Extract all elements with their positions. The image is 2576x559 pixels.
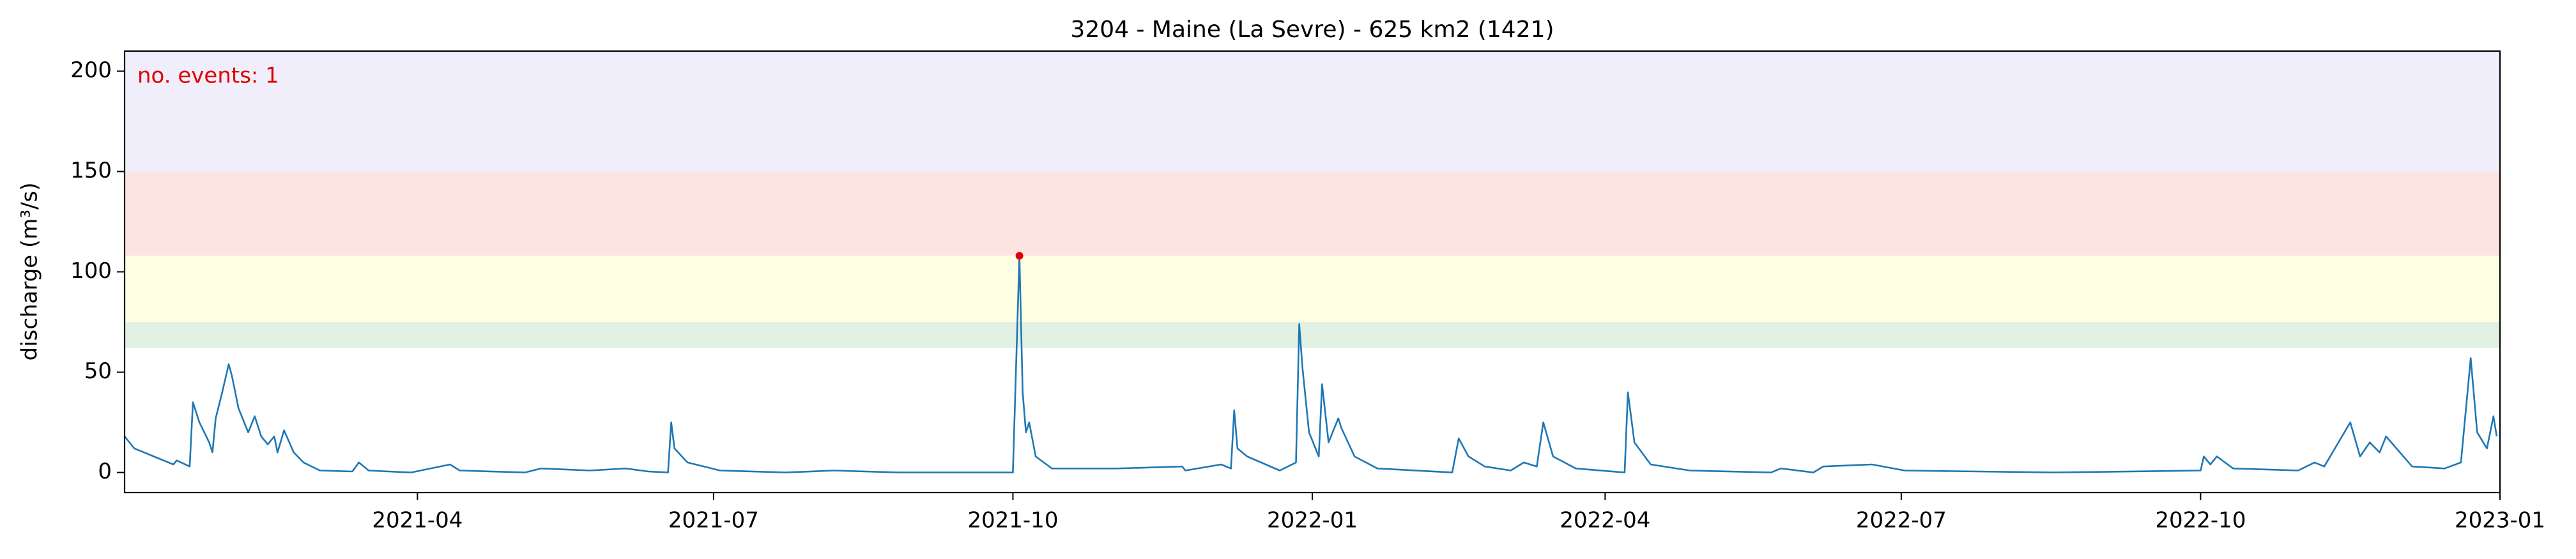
threshold-band <box>125 171 2500 256</box>
x-tick-label: 2021-10 <box>967 508 1058 533</box>
threshold-band <box>125 51 2500 172</box>
event-point <box>1015 252 1023 260</box>
x-tick-label: 2022-04 <box>1560 508 1650 533</box>
chart-title: 3204 - Maine (La Sevre) - 625 km2 (1421) <box>1070 17 1554 43</box>
x-tick-label: 2022-07 <box>1856 508 1947 533</box>
x-tick-label: 2021-04 <box>372 508 463 533</box>
y-tick-label: 200 <box>70 57 112 83</box>
x-tick-label: 2022-01 <box>1267 508 1358 533</box>
y-axis-label: discharge (m³/s) <box>17 183 43 361</box>
threshold-band <box>125 322 2500 348</box>
events-annotation: no. events: 1 <box>137 63 279 89</box>
y-tick-label: 50 <box>84 358 112 384</box>
threshold-band <box>125 256 2500 323</box>
plot-frame <box>123 50 2501 494</box>
discharge-line <box>123 255 2498 473</box>
y-tick-label: 100 <box>70 258 112 284</box>
x-tick-label: 2022-10 <box>2155 508 2246 533</box>
y-tick-label: 150 <box>70 158 112 183</box>
x-tick-label: 2021-07 <box>668 508 759 533</box>
x-tick-label: 2023-01 <box>2455 508 2545 533</box>
y-tick-label: 0 <box>98 459 112 484</box>
